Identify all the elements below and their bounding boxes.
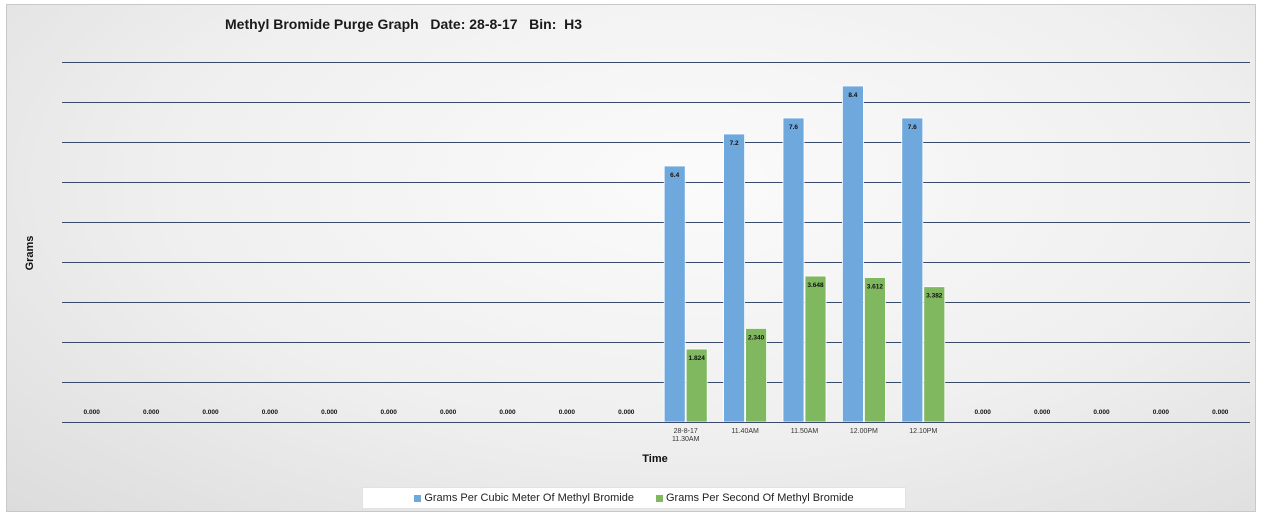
bar-grams-per-second xyxy=(804,275,827,423)
bar-grams-per-second xyxy=(923,286,946,423)
legend-swatch-series-1 xyxy=(414,494,422,502)
bar-grams-per-cubic-meter xyxy=(842,85,864,423)
data-label: 0.000 xyxy=(84,409,101,416)
data-label: 0.000 xyxy=(202,409,219,416)
data-label: 8.4 xyxy=(848,92,857,99)
x-tick-label: 11.40AM xyxy=(731,428,759,435)
chart-area xyxy=(6,4,1256,512)
x-tick-label: 11.30AM xyxy=(672,436,700,443)
x-tick-label: 11.50AM xyxy=(791,428,819,435)
bar-grams-per-second xyxy=(864,277,886,423)
data-label: 0.000 xyxy=(618,409,635,416)
data-label: 0.000 xyxy=(143,409,160,416)
data-label: 0.000 xyxy=(1034,409,1051,416)
x-axis-label: Time xyxy=(642,453,668,465)
data-label: 0.000 xyxy=(1212,409,1229,416)
data-label: 0.000 xyxy=(321,409,338,416)
data-label: 0.000 xyxy=(262,409,279,416)
bar-grams-per-cubic-meter xyxy=(901,117,924,423)
legend-item-series-2: Grams Per Second Of Methyl Bromide xyxy=(655,492,854,504)
data-label: 6.4 xyxy=(670,172,679,179)
data-label: 3.648 xyxy=(807,282,824,289)
data-label: 0.000 xyxy=(1093,409,1110,416)
legend: Grams Per Cubic Meter Of Methyl Bromide … xyxy=(362,487,906,509)
legend-item-series-1: Grams Per Cubic Meter Of Methyl Bromide xyxy=(414,492,634,504)
chart-title: Methyl Bromide Purge Graph Date: 28-8-17… xyxy=(225,16,583,32)
x-tick-label: 28-8-17 xyxy=(674,428,698,435)
data-label: 3.612 xyxy=(867,284,884,291)
x-tick-label: 12.00PM xyxy=(850,428,878,435)
data-label: 0.000 xyxy=(975,409,992,416)
data-label: 3.382 xyxy=(926,293,943,300)
legend-swatch-series-2 xyxy=(655,494,663,502)
legend-label-series-2: Grams Per Second Of Methyl Bromide xyxy=(665,492,854,504)
data-label: 0.000 xyxy=(1153,409,1170,416)
bar-grams-per-cubic-meter xyxy=(663,165,686,423)
data-label: 0.000 xyxy=(440,409,457,416)
data-label: 7.2 xyxy=(730,140,739,147)
data-label: 1.824 xyxy=(689,355,706,362)
bar-grams-per-cubic-meter xyxy=(782,117,805,423)
bar-grams-per-second xyxy=(745,327,767,423)
legend-label-series-1: Grams Per Cubic Meter Of Methyl Bromide xyxy=(424,492,634,504)
x-tick-label: 12.10PM xyxy=(909,428,937,435)
data-label: 2.340 xyxy=(748,334,765,341)
data-label: 0.000 xyxy=(381,409,398,416)
data-label: 0.000 xyxy=(559,409,576,416)
data-label: 0.000 xyxy=(499,409,516,416)
bar-grams-per-cubic-meter xyxy=(723,133,745,423)
data-label: 7.6 xyxy=(908,124,917,131)
data-label: 7.6 xyxy=(789,124,798,131)
